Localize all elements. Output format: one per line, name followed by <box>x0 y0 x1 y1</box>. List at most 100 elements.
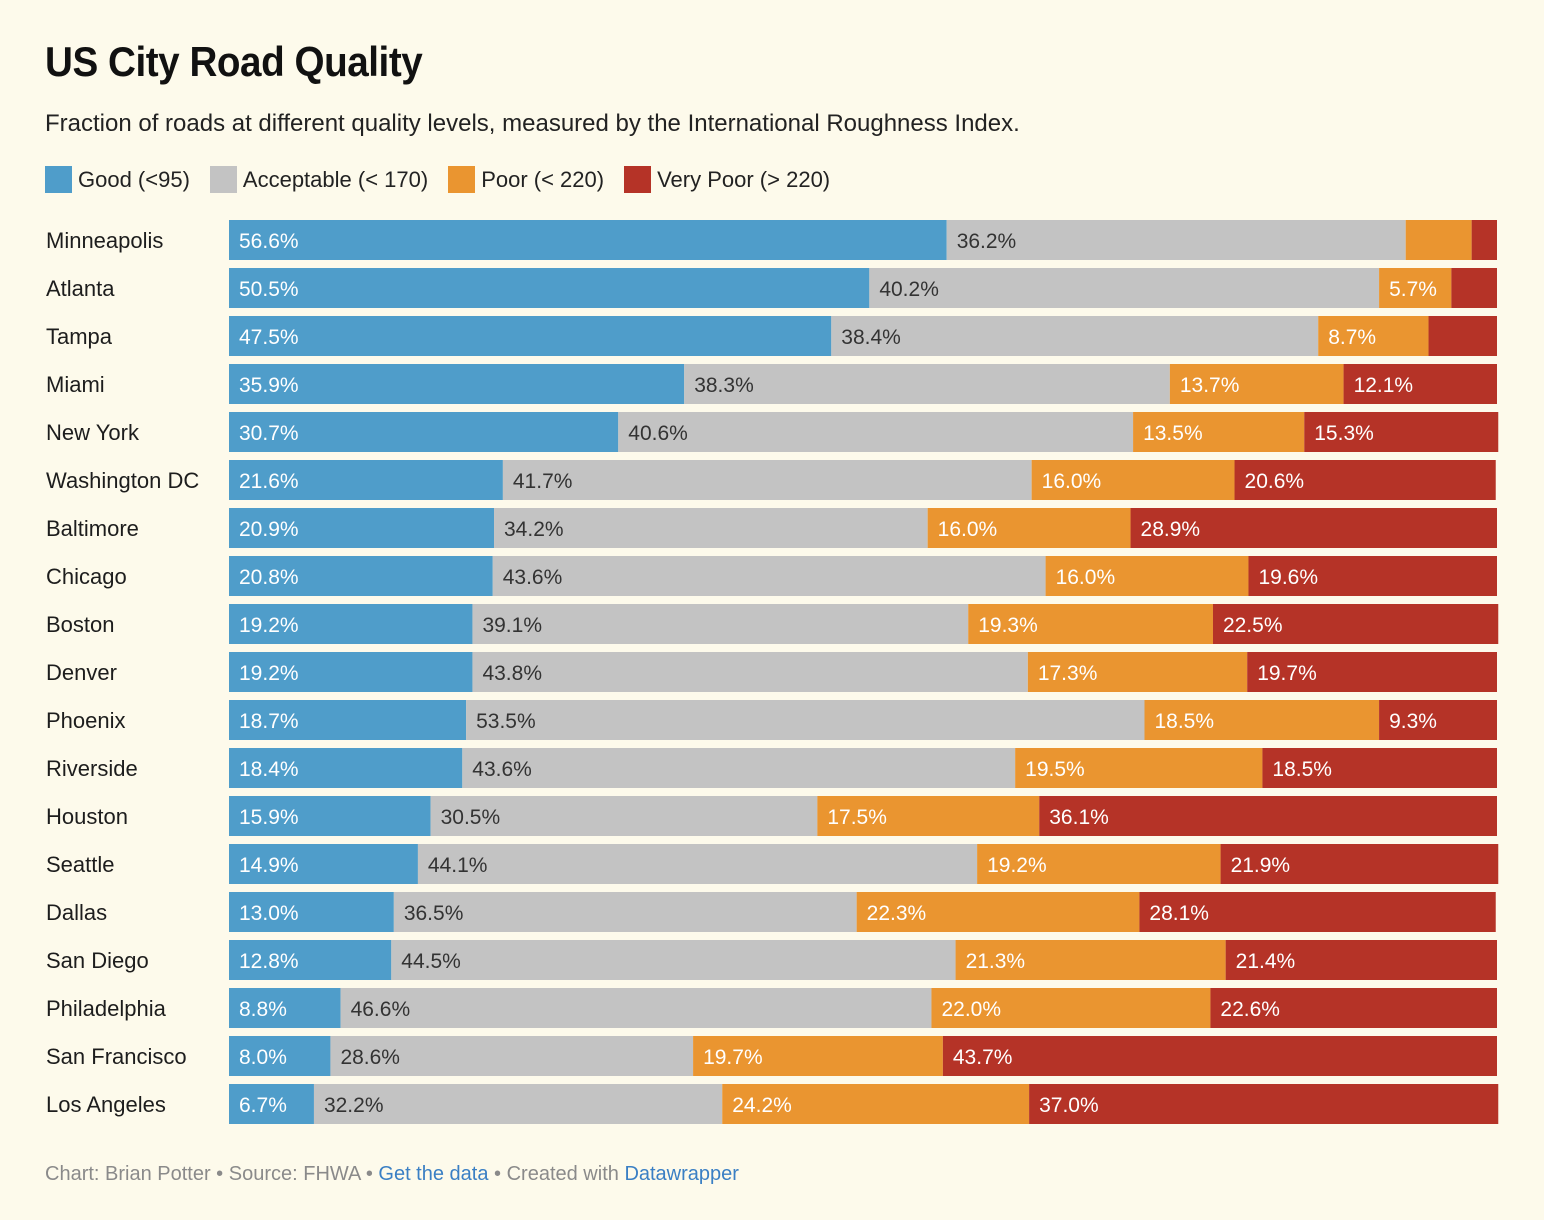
bar-segment-very-poor <box>1210 988 1497 1028</box>
bar-row: Riverside 18.4% 43.6% 19.5% 18.5% <box>46 748 1497 788</box>
data-label-acceptable: 40.6% <box>628 422 688 445</box>
data-label-very-poor: 15.3% <box>1314 422 1374 445</box>
legend-item-good: Good (<95) <box>45 166 190 193</box>
data-label-very-poor: 37.0% <box>1039 1094 1099 1117</box>
footer: Chart: Brian Potter • Source: FHWA • Get… <box>45 1163 739 1186</box>
bar-segment-very-poor <box>1248 556 1497 596</box>
bar-segment-acceptable <box>466 700 1145 740</box>
bar-segment-poor <box>856 892 1140 932</box>
data-label-poor: 16.0% <box>1042 470 1102 493</box>
data-label-very-poor: 22.6% <box>1220 998 1280 1021</box>
data-label-acceptable: 43.8% <box>482 662 542 685</box>
bar-segment-very-poor <box>942 1036 1497 1076</box>
bar-segment-poor <box>1405 220 1472 260</box>
bar-segment-good <box>229 268 870 308</box>
bar-segment-very-poor <box>1225 940 1497 980</box>
bar-row: Miami 35.9% 38.3% 13.7% 12.1% <box>46 364 1497 404</box>
category-label: Chicago <box>46 564 127 589</box>
bar-row: Philadelphia 8.8% 46.6% 22.0% 22.6% <box>46 988 1497 1028</box>
data-label-acceptable: 36.2% <box>957 230 1017 253</box>
bar-segment-poor <box>1045 556 1249 596</box>
bar-row: Dallas 13.0% 36.5% 22.3% 28.1% <box>46 892 1496 932</box>
bar-segment-acceptable <box>946 220 1406 260</box>
data-label-very-poor: 20.6% <box>1245 470 1305 493</box>
bar-segment-acceptable <box>494 508 928 548</box>
data-label-very-poor: 22.5% <box>1223 614 1283 637</box>
data-label-acceptable: 36.5% <box>404 902 464 925</box>
bar-segment-poor <box>1031 460 1235 500</box>
data-label-very-poor: 18.5% <box>1272 758 1332 781</box>
category-label: Los Angeles <box>46 1092 166 1117</box>
data-label-acceptable: 44.5% <box>401 950 461 973</box>
data-label-acceptable: 30.5% <box>441 806 501 829</box>
data-label-acceptable: 32.2% <box>324 1094 384 1117</box>
bar-segment-very-poor <box>1130 508 1497 548</box>
bar-row: Minneapolis 56.6% 36.2% <box>46 220 1497 260</box>
legend-label-good: Good (<95) <box>78 166 190 192</box>
data-label-acceptable: 40.2% <box>879 278 939 301</box>
bar-row: Washington DC 21.6% 41.7% 16.0% 20.6% <box>46 460 1496 500</box>
data-label-acceptable: 38.4% <box>841 326 901 349</box>
source-credit: Source: FHWA <box>228 1163 361 1185</box>
data-label-good: 8.8% <box>239 998 287 1021</box>
chart-credit: Chart: Brian Potter <box>45 1163 211 1185</box>
bar-segment-very-poor <box>1234 460 1496 500</box>
data-label-acceptable: 43.6% <box>503 566 563 589</box>
data-label-poor: 13.7% <box>1180 374 1240 397</box>
footer-separator: • <box>488 1163 507 1185</box>
legend-label-poor: Poor (< 220) <box>481 166 605 192</box>
bar-row: Atlanta 50.5% 40.2% 5.7% <box>46 268 1497 308</box>
data-label-poor: 16.0% <box>1056 566 1116 589</box>
bar-segment-good <box>229 700 467 740</box>
category-label: Dallas <box>46 900 107 925</box>
bar-segment-good <box>229 1084 314 1124</box>
category-label: Tampa <box>46 324 113 349</box>
bar-row: Denver 19.2% 43.8% 17.3% 19.7% <box>46 652 1497 692</box>
category-label: Phoenix <box>46 708 126 733</box>
legend-label-very-poor: Very Poor (> 220) <box>657 166 831 192</box>
data-label-good: 14.9% <box>239 854 299 877</box>
category-label: New York <box>46 420 140 445</box>
data-label-very-poor: 19.6% <box>1258 566 1318 589</box>
data-label-very-poor: 28.1% <box>1149 902 1209 925</box>
bar-segment-acceptable <box>417 844 978 884</box>
legend-swatch-very-poor <box>624 166 652 193</box>
stacked-bar-chart: Minneapolis 56.6% 36.2% Atlanta 50.5% 40.2% 5.… <box>46 220 1499 1124</box>
bar-segment-acceptable <box>340 988 932 1028</box>
footer-separator: • <box>360 1163 379 1185</box>
bar-segment-very-poor <box>1471 220 1497 260</box>
category-label: Minneapolis <box>46 228 163 253</box>
data-label-good: 15.9% <box>239 806 299 829</box>
data-label-poor: 22.0% <box>941 998 1001 1021</box>
bar-segment-very-poor <box>1139 892 1496 932</box>
bar-row: Seattle 14.9% 44.1% 19.2% 21.9% <box>46 844 1499 884</box>
bar-row: Baltimore 20.9% 34.2% 16.0% 28.9% <box>46 508 1497 548</box>
bar-segment-poor <box>693 1036 943 1076</box>
bar-row: New York 30.7% 40.6% 13.5% 15.3% <box>46 412 1499 452</box>
data-label-good: 50.5% <box>239 278 299 301</box>
bar-segment-good <box>229 364 685 404</box>
legend-item-poor: Poor (< 220) <box>448 166 604 193</box>
data-label-good: 19.2% <box>239 614 299 637</box>
data-label-good: 20.9% <box>239 518 299 541</box>
bar-segment-very-poor <box>1220 844 1499 884</box>
data-label-very-poor: 36.1% <box>1049 806 1109 829</box>
get-the-data-link[interactable]: Get the data <box>378 1163 489 1185</box>
data-label-acceptable: 41.7% <box>513 470 573 493</box>
bar-segment-acceptable <box>430 796 818 836</box>
data-label-poor: 19.3% <box>978 614 1038 637</box>
data-label-very-poor: 28.9% <box>1141 518 1201 541</box>
data-label-good: 18.4% <box>239 758 299 781</box>
bar-segment-good <box>229 892 394 932</box>
data-label-good: 35.9% <box>239 374 299 397</box>
data-label-acceptable: 38.3% <box>694 374 754 397</box>
datawrapper-link[interactable]: Datawrapper <box>624 1163 739 1185</box>
bar-segment-acceptable <box>313 1084 723 1124</box>
data-label-acceptable: 53.5% <box>476 710 536 733</box>
bar-row: Houston 15.9% 30.5% 17.5% 36.1% <box>46 796 1497 836</box>
bar-segment-very-poor <box>1304 412 1499 452</box>
data-label-poor: 17.3% <box>1038 662 1098 685</box>
bar-segment-poor <box>968 604 1213 644</box>
data-label-very-poor: 21.4% <box>1236 950 1296 973</box>
data-label-poor: 8.7% <box>1328 326 1376 349</box>
